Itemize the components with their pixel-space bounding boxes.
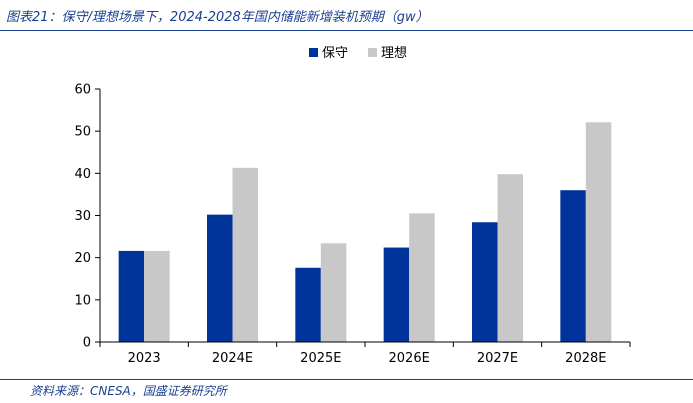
- bar-series1-2025E: [295, 267, 321, 342]
- legend-label: 保守: [322, 46, 348, 61]
- y-tick-label: 30: [74, 209, 91, 224]
- bar-series2-2027E: [497, 174, 523, 342]
- bar-series1-2026E: [383, 247, 410, 342]
- footer-divider: [0, 379, 693, 380]
- legend: 保守 理想: [309, 45, 407, 61]
- y-tick-label: 0: [83, 336, 91, 351]
- bar-series1-2028E: [560, 190, 586, 342]
- chart-title: 图表21：保守/理想场景下，2024-2028年国内储能新增装机预期（gw）: [6, 10, 429, 25]
- x-tick-label: 2023: [128, 351, 161, 366]
- legend-swatch: [368, 48, 377, 57]
- x-tick-label: 2025E: [300, 351, 341, 366]
- bar-series2-2023: [144, 250, 170, 342]
- x-tick-label: 2028E: [565, 351, 606, 366]
- x-tick-label: 2024E: [212, 351, 253, 366]
- bar-series2-2024E: [232, 167, 258, 342]
- y-axis: 0 10 20 30 40 50 60: [74, 83, 101, 351]
- y-tick-label: 10: [74, 293, 91, 308]
- source-note: 资料来源：CNESA，国盛证券研究所: [30, 384, 227, 398]
- legend-label: 理想: [381, 45, 407, 61]
- bar-series2-2025E: [320, 243, 347, 342]
- x-tick-label: 2026E: [389, 351, 430, 366]
- title-divider: [0, 30, 693, 31]
- bar-series2-2028E: [585, 122, 612, 342]
- legend-swatch: [309, 48, 318, 57]
- bar-series1-2024E: [207, 214, 233, 342]
- bars: [118, 122, 612, 342]
- bar-series1-2027E: [472, 222, 498, 342]
- x-tick-label: 2027E: [477, 351, 518, 366]
- y-tick-label: 20: [74, 251, 91, 266]
- y-tick-label: 60: [74, 83, 91, 98]
- bar-series2-2026E: [409, 213, 435, 342]
- y-tick-label: 50: [74, 125, 91, 140]
- y-tick-label: 40: [74, 167, 91, 182]
- x-axis: 2023 2024E 2025E 2026E 2027E 2028E: [99, 341, 631, 366]
- bar-series1-2023: [118, 250, 145, 342]
